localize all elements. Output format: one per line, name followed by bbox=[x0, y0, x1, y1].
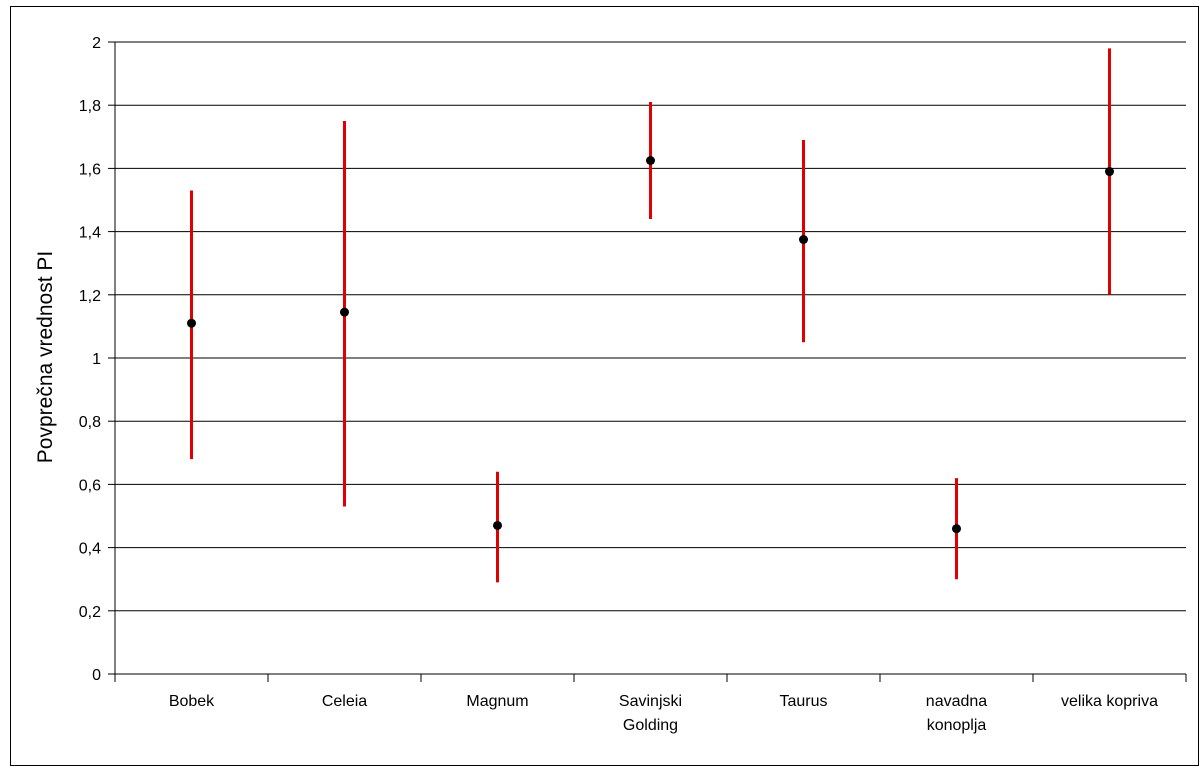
x-category-label: Bobek bbox=[169, 693, 215, 710]
x-category-label: Savinjski Golding bbox=[619, 693, 682, 734]
y-tick-label: 1 bbox=[92, 351, 101, 368]
data-point bbox=[799, 235, 808, 244]
data-point bbox=[1105, 167, 1114, 177]
y-axis-label: Povprečna vrednost PI bbox=[34, 251, 57, 463]
y-tick-label: 1,2 bbox=[79, 288, 101, 305]
data-point bbox=[493, 520, 502, 530]
y-tick-label: 1,4 bbox=[79, 225, 101, 242]
axes bbox=[108, 41, 1187, 682]
data-points bbox=[187, 156, 1114, 534]
data-point bbox=[187, 318, 196, 328]
chart-frame bbox=[10, 6, 1199, 766]
x-category-label: Magnum bbox=[466, 693, 528, 710]
x-category-label: velika kopriva bbox=[1061, 693, 1158, 710]
y-tick-label: 0,2 bbox=[79, 604, 101, 621]
x-category-label: Celeia bbox=[322, 693, 367, 710]
y-tick-label: 0 bbox=[92, 667, 101, 684]
y-tick-labels: 0 0,2 0,4 0,6 0,8 1 1,2 1,4 1,6 1,8 2 bbox=[79, 35, 101, 684]
data-point bbox=[646, 156, 655, 165]
y-tick-label: 1,6 bbox=[79, 161, 101, 178]
y-tick-label: 2 bbox=[92, 35, 101, 52]
data-point bbox=[340, 307, 349, 317]
x-category-label: Taurus bbox=[779, 693, 827, 710]
y-tick-label: 0,4 bbox=[79, 541, 101, 558]
y-tick-label: 0,6 bbox=[79, 477, 101, 494]
y-tick-label: 0,8 bbox=[79, 414, 101, 431]
x-category-label: navadna konoplja bbox=[926, 693, 987, 734]
x-tick-labels: Bobek Celeia Magnum Savinjski Golding Taurus n… bbox=[169, 693, 1158, 734]
error-bars bbox=[190, 48, 1111, 583]
data-point bbox=[952, 524, 961, 534]
y-tick-label: 1,8 bbox=[79, 98, 101, 115]
